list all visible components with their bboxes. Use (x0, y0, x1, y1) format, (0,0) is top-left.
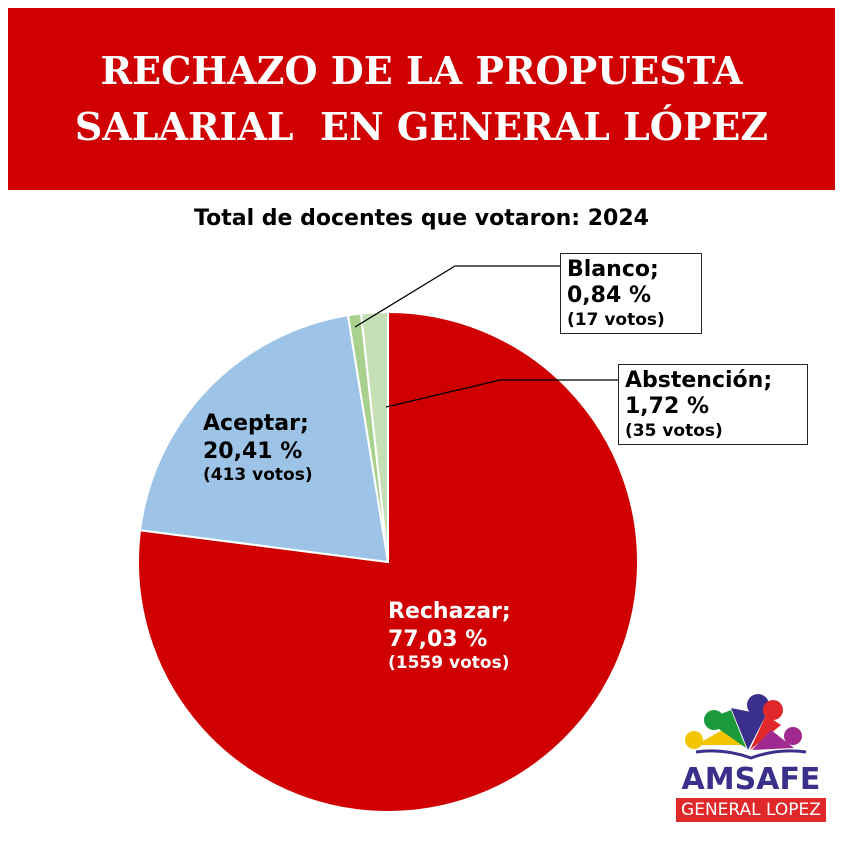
label-blanco: Blanco; 0,84 % (17 votos) (560, 253, 702, 335)
label-rechazar: Rechazar; 77,03 % (1559 votos) (388, 598, 511, 674)
logo-name: AMSAFE (681, 762, 821, 797)
label-votes: (35 votos) (625, 420, 723, 441)
logo-figures-icon (685, 694, 807, 760)
title-banner: RECHAZO DE LA PROPUESTA SALARIAL EN GENE… (8, 8, 835, 190)
leader-line-blanco (354, 265, 560, 328)
pie-slice-3 (359, 310, 389, 563)
amsafe-logo: AMSAFE GENERAL LOPEZ (676, 690, 826, 825)
label-name: Aceptar; (203, 411, 309, 436)
pie-slice-1 (138, 314, 390, 564)
label-votes: (413 votos) (203, 465, 313, 485)
label-pct: 1,72 % (625, 394, 709, 420)
label-votes: (1559 votos) (388, 653, 510, 673)
label-abstencion: Abstención; 1,72 % (35 votos) (618, 364, 808, 446)
label-name: Abstención; (625, 368, 773, 393)
chart-subtitle: Total de docentes que votaron: 2024 (194, 206, 649, 231)
label-aceptar: Aceptar; 20,41 % (413 votos) (203, 410, 313, 486)
label-pct: 0,84 % (567, 283, 651, 309)
label-votes: (17 votos) (567, 309, 665, 330)
logo-sub: GENERAL LOPEZ (676, 798, 826, 822)
title-line-1: RECHAZO DE LA PROPUESTA (100, 48, 743, 93)
title-line-2: SALARIAL EN GENERAL LÓPEZ (74, 104, 769, 149)
leader-line-abstencion (385, 379, 618, 408)
label-name: Rechazar; (388, 599, 511, 624)
label-pct: 20,41 % (203, 438, 303, 464)
label-name: Blanco; (567, 257, 659, 282)
label-pct: 77,03 % (388, 626, 488, 652)
